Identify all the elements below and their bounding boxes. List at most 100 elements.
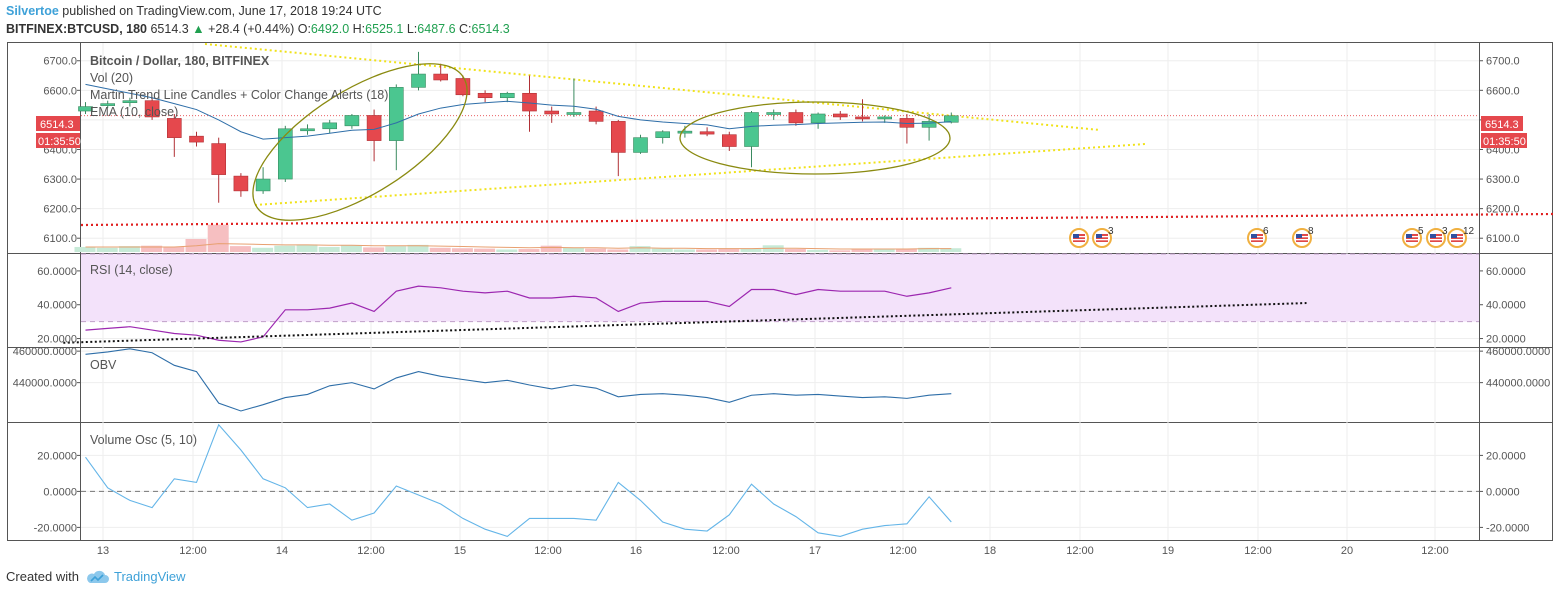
volume-bar	[429, 247, 451, 252]
price-y-tick-left: 6600.0	[43, 85, 77, 97]
candle-down	[433, 73, 449, 81]
chart-frame	[7, 42, 1553, 541]
candle-up	[566, 112, 582, 115]
volume-bar	[740, 248, 762, 252]
rsi-y-tick-right: 40.0000	[1486, 300, 1526, 312]
ema-indicator-label: EMA (10, close)	[90, 105, 178, 119]
volume-bar	[829, 250, 851, 252]
close-label: C:	[459, 22, 472, 36]
volume-bar	[163, 246, 185, 252]
us-event-flag-icon[interactable]: 12	[1447, 226, 1475, 248]
candle-down	[144, 100, 160, 118]
volume-bar	[229, 246, 251, 252]
rsi-y-tick-right: 60.0000	[1486, 266, 1526, 278]
rsi-y-tick-right: 20.0000	[1486, 334, 1526, 346]
ema-line	[85, 83, 952, 140]
vosc-y-tick-left: -20.0000	[34, 522, 77, 534]
flag-stripe	[1406, 239, 1418, 241]
event-count-label: 6	[1263, 226, 1269, 237]
us-event-flag-icon[interactable]: 6	[1247, 226, 1269, 248]
flag-stripe	[1430, 239, 1442, 241]
high-value: 6525.1	[365, 22, 404, 36]
rsi-line	[85, 285, 952, 343]
low-value: 6487.6	[417, 22, 456, 36]
volume-bar	[141, 245, 163, 252]
rsi-y-tick-left: 60.0000	[37, 266, 77, 278]
flag-canton	[1073, 234, 1079, 238]
x-tick-label: 12:00	[357, 545, 385, 557]
event-count-label: 12	[1463, 226, 1475, 237]
volume-bar	[407, 244, 429, 252]
candle-down	[699, 131, 715, 135]
volume-bar	[940, 248, 962, 252]
rsi-band	[81, 254, 1479, 322]
tradingview-brand: TradingView	[113, 569, 186, 584]
candle-down	[788, 112, 804, 124]
close-value: 6514.3	[471, 22, 510, 36]
volume-bar	[718, 249, 740, 252]
price-y-tick-left: 6100.0	[43, 233, 77, 245]
publisher-name[interactable]: Silvertoe	[6, 4, 59, 18]
last-price-badge-left: 6514.3 01:35:50	[36, 116, 81, 148]
candle-up	[744, 112, 759, 147]
rsi-trend-line	[63, 302, 1307, 344]
obv-pane[interactable]	[85, 348, 952, 412]
volume-ema-line	[85, 243, 952, 250]
volume-bar	[895, 249, 917, 252]
volume-bar	[207, 224, 229, 252]
vosc-y-tick-right: 20.0000	[1486, 450, 1526, 462]
flag-stripe	[1251, 239, 1263, 241]
annotation-ellipse-1	[252, 63, 468, 221]
volume-bar	[252, 247, 274, 252]
rsi-y-tick-left: 20.0000	[37, 334, 77, 346]
rsi-pane[interactable]	[63, 253, 1479, 344]
last-price-label-left: 6514.3	[40, 119, 74, 131]
vol-indicator-label: Vol (20)	[90, 71, 133, 85]
us-event-flag-icon[interactable]: 8	[1292, 226, 1314, 248]
price-y-tick-right: 6600.0	[1486, 85, 1520, 97]
candle-up	[300, 128, 315, 132]
volume-osc-pane[interactable]	[81, 423, 1479, 538]
volume-bar	[918, 247, 940, 252]
volume-bar	[696, 249, 718, 252]
us-event-flag-icon[interactable]: 3	[1426, 226, 1448, 248]
x-tick-label: 20	[1341, 545, 1353, 557]
price-y-tick-left: 6700.0	[43, 56, 77, 68]
candle-up	[810, 113, 826, 124]
support-line	[80, 212, 1555, 227]
rsi-title: RSI (14, close)	[90, 263, 173, 277]
x-tick-label: 12:00	[534, 545, 562, 557]
price-change: +28.4 (+0.44%)	[208, 22, 295, 36]
volume-bar	[385, 246, 407, 252]
volume-bar	[318, 246, 340, 252]
volume-bar	[496, 249, 518, 252]
chart-canvas[interactable]: 3 6 8 5 3 12 13 12:00 14 12:00 15 12:00 16 12:00 17 12…	[0, 0, 1560, 560]
flag-canton	[1406, 234, 1412, 238]
us-event-flag-icon[interactable]	[1069, 228, 1089, 248]
candle-down	[588, 110, 604, 122]
candle-up	[78, 106, 93, 112]
volume-bar	[651, 248, 673, 252]
candle-up	[388, 87, 404, 141]
vosc-y-tick-right: 0.0000	[1486, 486, 1520, 498]
candle-down	[366, 115, 382, 141]
open-value: 6492.0	[310, 22, 350, 36]
flag-canton	[1296, 234, 1302, 238]
us-event-flag-icon[interactable]: 3	[1092, 226, 1114, 248]
volume-bar	[673, 249, 695, 252]
resistance-trend-line	[204, 43, 1101, 131]
us-event-flag-icon[interactable]: 5	[1402, 226, 1424, 248]
up-arrow-icon: ▲	[192, 22, 205, 36]
tradingview-link[interactable]: TradingView	[85, 569, 186, 584]
flag-stripe	[1073, 239, 1085, 241]
candle-down	[455, 78, 471, 96]
volume-bar	[340, 245, 362, 252]
x-tick-label: 18	[984, 545, 996, 557]
candle-down	[721, 134, 737, 147]
candle-up	[499, 92, 515, 99]
tradingview-cloud-icon	[87, 570, 109, 583]
x-tick-label: 15	[454, 545, 466, 557]
volume-bar	[807, 249, 829, 252]
candle-up	[633, 137, 648, 153]
price-pane[interactable]: 3 6 8 5 3 12	[74, 33, 1555, 252]
